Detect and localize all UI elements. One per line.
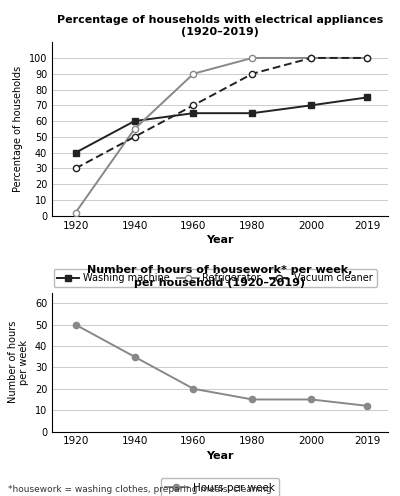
X-axis label: Year: Year xyxy=(206,450,234,461)
Y-axis label: Percentage of households: Percentage of households xyxy=(13,66,23,192)
X-axis label: Year: Year xyxy=(206,235,234,245)
Text: *housework = washing clothes, preparing meals, cleaning: *housework = washing clothes, preparing … xyxy=(8,485,272,494)
Y-axis label: Number of hours
per week: Number of hours per week xyxy=(8,321,29,403)
Legend: Hours per week: Hours per week xyxy=(161,479,279,496)
Legend: Washing machine, Refrigerator, Vacuum cleaner: Washing machine, Refrigerator, Vacuum cl… xyxy=(54,269,377,287)
Title: Number of hours of housework* per week,
per household (1920–2019): Number of hours of housework* per week, … xyxy=(87,265,353,288)
Title: Percentage of households with electrical appliances
(1920–2019): Percentage of households with electrical… xyxy=(57,15,383,37)
